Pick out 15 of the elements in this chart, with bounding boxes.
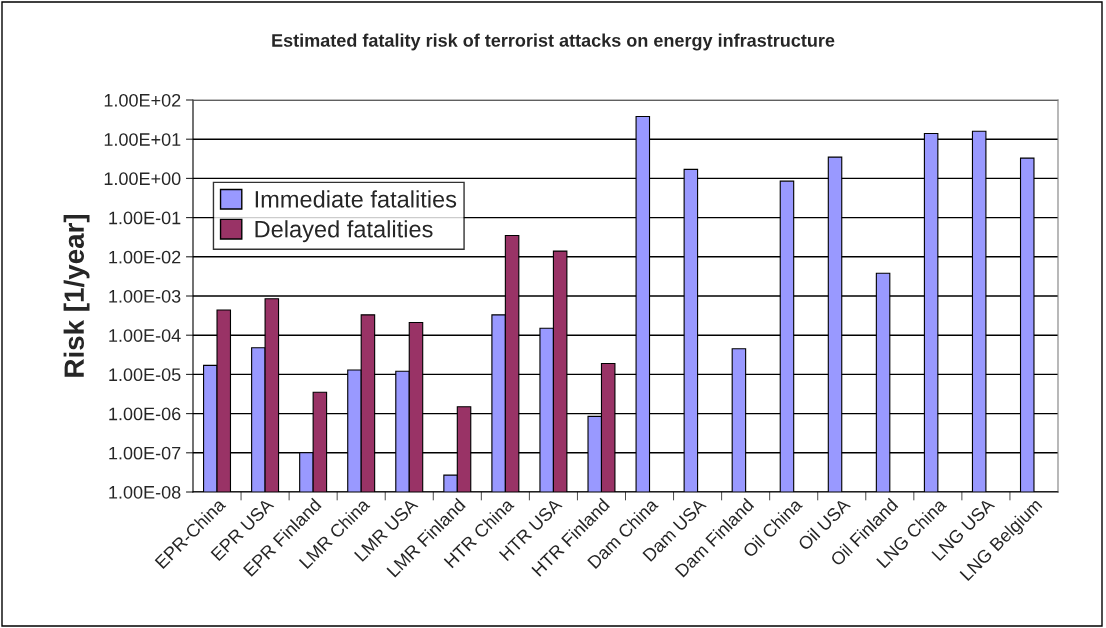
y-tick-label: 1.00E+01 [104, 133, 181, 146]
chart-title: Estimated fatality risk of terrorist attacks on energy infrastructure [272, 33, 835, 51]
y-tick-label: 1.00E+00 [104, 172, 181, 186]
y-tick-label: 1.00E-01 [109, 211, 181, 225]
legend-label: Delayed fatalities [255, 220, 433, 243]
y-tick-label: 1.00E-07 [109, 446, 181, 460]
y-tick-label: 1.00E-05 [109, 368, 181, 382]
y-axis-title: Risk [1/year] [63, 214, 90, 377]
y-tick-label: 1.00E-02 [109, 250, 181, 264]
legend-label: Immediate fatalities [255, 190, 457, 208]
y-tick-label: 1.00E-06 [109, 407, 181, 421]
y-tick-label: 1.00E-08 [109, 485, 181, 499]
y-tick-label: 1.00E+02 [104, 93, 181, 107]
y-tick-label: 1.00E-04 [109, 329, 181, 342]
y-tick-label: 1.00E-03 [109, 289, 181, 303]
